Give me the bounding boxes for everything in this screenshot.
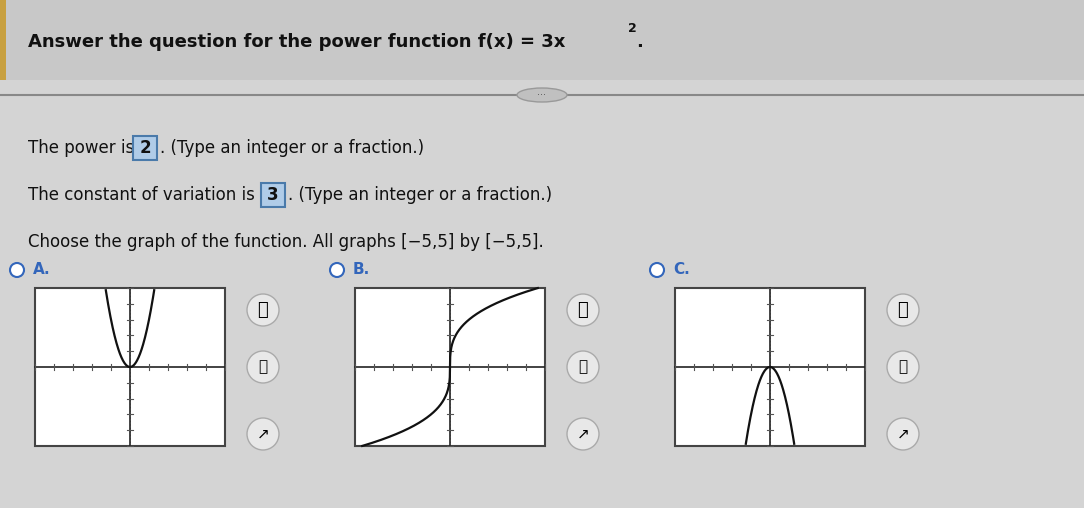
Text: 🔍: 🔍 <box>899 360 907 374</box>
Text: 🔍: 🔍 <box>898 301 908 319</box>
Circle shape <box>887 351 919 383</box>
Ellipse shape <box>517 88 567 102</box>
Bar <box>35 288 225 446</box>
Circle shape <box>10 263 24 277</box>
Circle shape <box>247 351 279 383</box>
FancyBboxPatch shape <box>133 136 157 160</box>
Text: A.: A. <box>33 263 51 277</box>
Text: . (Type an integer or a fraction.): . (Type an integer or a fraction.) <box>288 186 552 204</box>
Text: C.: C. <box>673 263 689 277</box>
Text: 🔍: 🔍 <box>258 360 268 374</box>
Text: .: . <box>636 33 643 51</box>
Text: 🔍: 🔍 <box>578 301 589 319</box>
Bar <box>0 0 1084 80</box>
Bar <box>675 288 865 446</box>
Circle shape <box>567 294 599 326</box>
Text: The constant of variation is: The constant of variation is <box>28 186 255 204</box>
Text: 2: 2 <box>628 21 636 35</box>
Circle shape <box>887 418 919 450</box>
Text: 🔍: 🔍 <box>579 360 588 374</box>
Circle shape <box>567 418 599 450</box>
Text: Choose the graph of the function. All graphs [−5,5] by [−5,5].: Choose the graph of the function. All gr… <box>28 233 544 251</box>
Circle shape <box>330 263 344 277</box>
Text: B.: B. <box>353 263 371 277</box>
Circle shape <box>567 351 599 383</box>
Text: 3: 3 <box>267 186 279 204</box>
Circle shape <box>650 263 664 277</box>
Text: . (Type an integer or a fraction.): . (Type an integer or a fraction.) <box>160 139 424 157</box>
Text: 2: 2 <box>139 139 151 157</box>
Circle shape <box>887 294 919 326</box>
Text: ↗: ↗ <box>257 427 270 441</box>
Circle shape <box>247 294 279 326</box>
Bar <box>0 0 7 80</box>
Text: The power is: The power is <box>28 139 134 157</box>
Text: ↗: ↗ <box>577 427 590 441</box>
Text: Answer the question for the power function f(x) = 3x: Answer the question for the power functi… <box>28 33 566 51</box>
Text: ↗: ↗ <box>896 427 909 441</box>
Bar <box>354 288 545 446</box>
Text: 🔍: 🔍 <box>258 301 269 319</box>
Text: ···: ··· <box>538 90 546 100</box>
FancyBboxPatch shape <box>261 183 285 207</box>
Circle shape <box>247 418 279 450</box>
